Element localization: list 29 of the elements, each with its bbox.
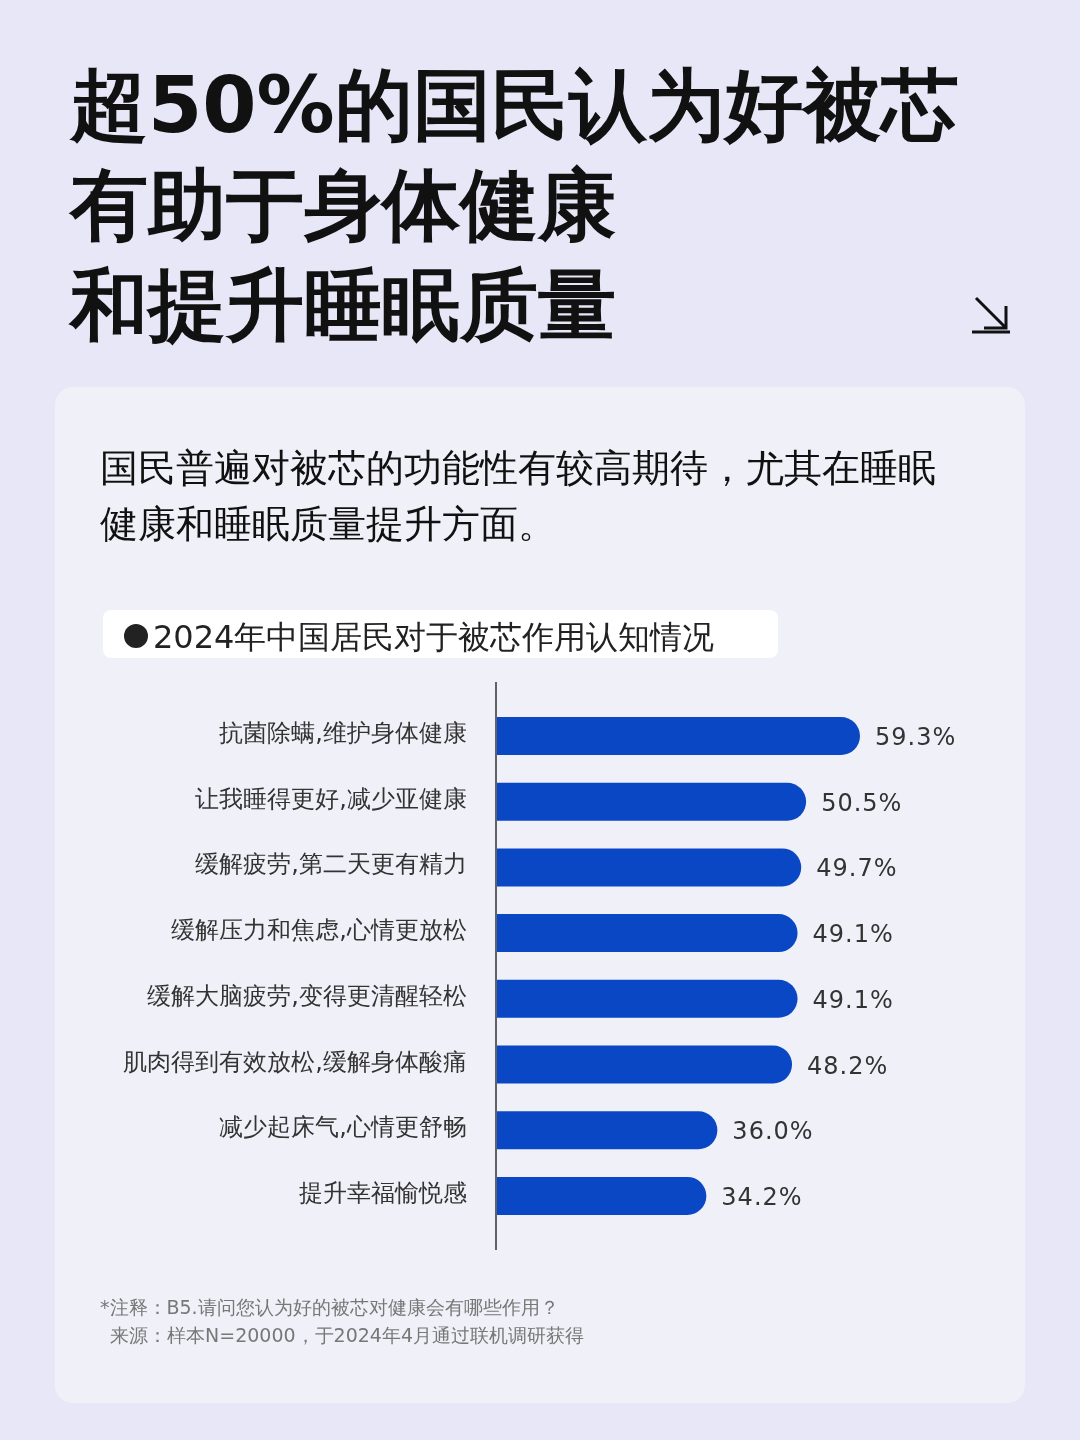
bar [497, 782, 807, 821]
data-label: 34.2% [721, 1182, 803, 1211]
text: *注释：B5.请问您认为好的被芯对健康会有哪些作用？ [100, 1296, 559, 1318]
bar [497, 1111, 718, 1150]
data-label: 49.1% [812, 985, 894, 1014]
bar [497, 848, 802, 887]
bar [497, 717, 860, 755]
data-label: 49.7% [816, 854, 898, 883]
data-label: 49.1% [812, 920, 894, 949]
bar [497, 1045, 793, 1084]
chart-title: 超50%的国民认为好被芯有助于身体健康和提升睡眠质量 [70, 59, 959, 352]
data-label: 50.5% [821, 788, 903, 817]
y-tick-label: 抗菌除螨,维护身体健康 [219, 719, 467, 747]
data-label: 48.2% [807, 1051, 889, 1080]
bar [497, 979, 798, 1018]
bar [497, 914, 798, 953]
data-label: 59.3% [875, 723, 957, 751]
y-tick-label: 减少起床气,心情更舒畅 [219, 1113, 467, 1142]
chart-subtitle: 国民普遍对被芯的功能性有较高期待，尤其在睡眠健康和睡眠质量提升方面。 [100, 445, 937, 548]
source-note: 来源：样本N=20000，于2024年4月通过联机调研获得 [110, 1324, 585, 1346]
y-tick-label: 提升幸福愉悦感 [299, 1178, 467, 1207]
y-tick-label: 缓解疲劳,第二天更有精力 [195, 850, 467, 879]
data-label: 36.0% [732, 1117, 814, 1146]
y-tick-label: 缓解大脑疲劳,变得更清醒轻松 [147, 981, 467, 1010]
bar [497, 1176, 707, 1215]
y-tick-label: 肌肉得到有效放松,缓解身体酸痛 [123, 1047, 467, 1076]
y-tick-label: 让我睡得更好,减少亚健康 [195, 784, 467, 813]
text: 2024年中国居民对于被芯作用认知情况 [153, 618, 715, 656]
y-tick-label: 缓解压力和焦虑,心情更放松 [171, 916, 467, 945]
